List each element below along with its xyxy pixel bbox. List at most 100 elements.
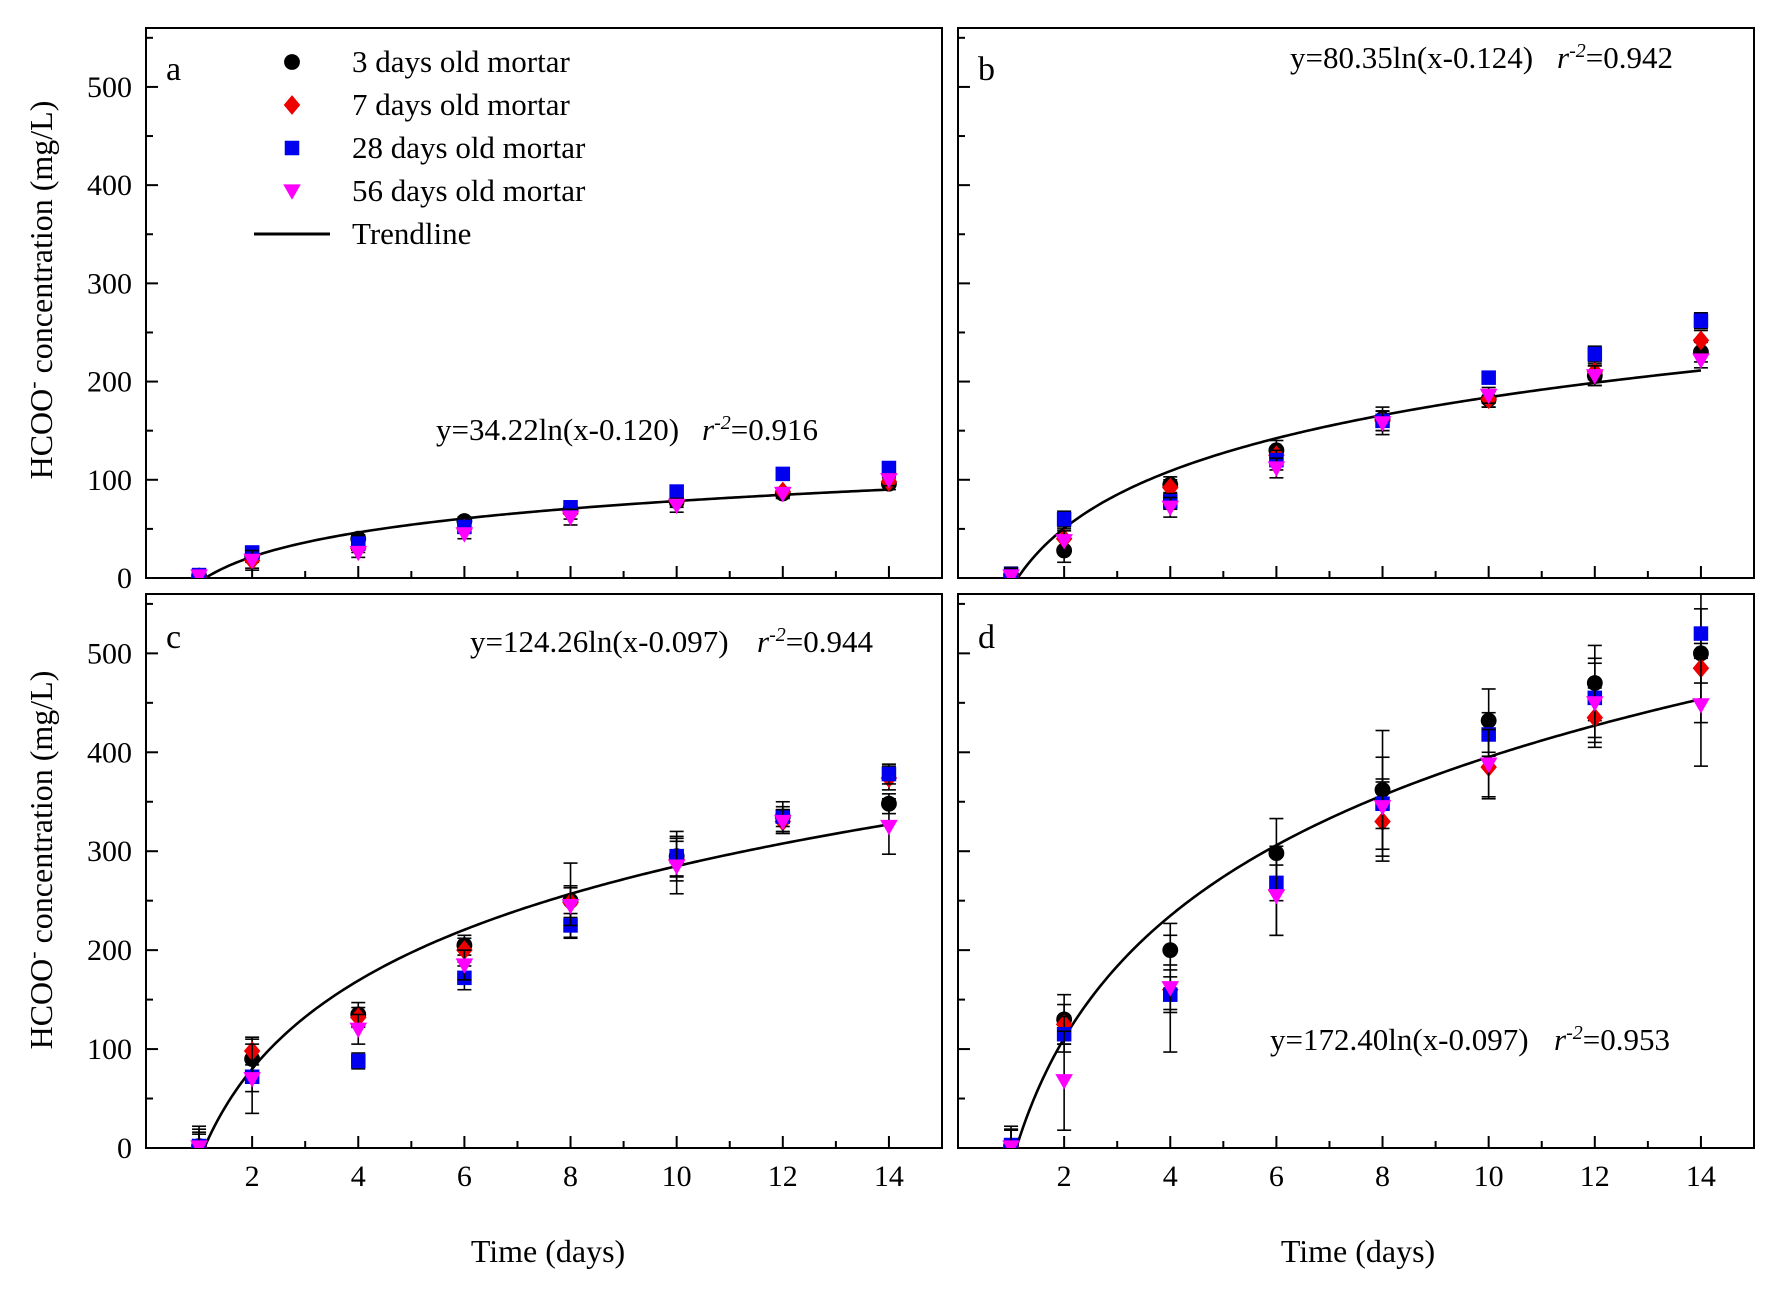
legend-label: 56 days old mortar bbox=[352, 173, 586, 208]
legend-item: 56 days old mortar bbox=[283, 173, 586, 208]
trendline bbox=[1016, 369, 1702, 578]
data-point bbox=[1161, 500, 1180, 517]
series-56-days-old-mortar bbox=[190, 797, 898, 1148]
data-point bbox=[190, 569, 208, 578]
data-point bbox=[1586, 369, 1604, 385]
x-tick-label: 10 bbox=[1474, 1160, 1504, 1193]
series-7-days-old-mortar bbox=[190, 471, 898, 578]
panel-frame bbox=[957, 593, 1755, 1149]
trendline bbox=[204, 488, 889, 578]
legend-label: 28 days old mortar bbox=[352, 130, 586, 165]
legend: 3 days old mortar 7 days old mortar 28 day… bbox=[254, 44, 586, 251]
data-point bbox=[1055, 534, 1073, 550]
data-point bbox=[1055, 1074, 1073, 1090]
plot-area bbox=[190, 763, 898, 1148]
r-squared: r-2=0.944 bbox=[757, 624, 873, 659]
series-3-days-old-mortar bbox=[1003, 594, 1709, 1148]
data-point bbox=[880, 819, 898, 836]
series-28-days-old-mortar bbox=[1003, 608, 1709, 1148]
legend-label: Trendline bbox=[352, 216, 471, 251]
panel-label: a bbox=[166, 51, 181, 88]
r-squared: r-2=0.953 bbox=[1554, 1022, 1670, 1057]
data-point bbox=[1692, 353, 1710, 369]
series-7-days-old-mortar bbox=[190, 765, 898, 1148]
data-point bbox=[1481, 370, 1496, 385]
data-point bbox=[1373, 416, 1392, 432]
x-tick-label: 6 bbox=[1269, 1160, 1284, 1193]
r-squared: r-2=0.916 bbox=[702, 412, 818, 447]
data-point bbox=[1002, 569, 1020, 578]
y-tick-label: 100 bbox=[87, 1033, 132, 1066]
y-axis-title-bottom: HCOO- concentration (mg/L) bbox=[20, 671, 60, 1050]
y-tick-label: 100 bbox=[87, 464, 132, 497]
y-tick-label: 400 bbox=[87, 169, 132, 202]
x-tick-label: 14 bbox=[1686, 1160, 1716, 1193]
data-point bbox=[1479, 757, 1498, 773]
legend-marker bbox=[283, 184, 301, 200]
series-7-days-old-mortar bbox=[1002, 652, 1710, 1148]
data-point bbox=[774, 814, 792, 831]
y-tick-label: 200 bbox=[87, 366, 132, 399]
legend-item: 7 days old mortar bbox=[283, 87, 570, 122]
data-point bbox=[1692, 330, 1710, 351]
legend-item: Trendline bbox=[254, 216, 471, 251]
data-point bbox=[1693, 626, 1709, 641]
x-tick-label: 8 bbox=[1375, 1160, 1390, 1193]
data-point bbox=[1692, 698, 1710, 714]
y-tick-label: 0 bbox=[117, 562, 132, 595]
x-tick-label: 10 bbox=[662, 1160, 692, 1193]
x-tick-label: 14 bbox=[874, 1160, 904, 1193]
y-tick-label: 200 bbox=[87, 934, 132, 967]
data-point bbox=[1267, 461, 1286, 477]
data-point bbox=[1587, 346, 1603, 362]
data-point bbox=[455, 958, 474, 974]
x-tick-label: 12 bbox=[768, 1160, 798, 1193]
series-7-days-old-mortar bbox=[1002, 329, 1710, 578]
series-28-days-old-mortar bbox=[191, 763, 897, 1148]
trendline bbox=[203, 823, 890, 1148]
data-point bbox=[1162, 477, 1179, 498]
x-tick-label: 6 bbox=[457, 1160, 472, 1193]
x-tick-label: 2 bbox=[1057, 1160, 1072, 1193]
data-point bbox=[351, 1053, 366, 1069]
r-squared: r-2=0.942 bbox=[1557, 40, 1673, 75]
legend-marker bbox=[283, 95, 301, 115]
panel-frame bbox=[145, 27, 943, 579]
panel-label: d bbox=[978, 619, 995, 656]
legend-item: 28 days old mortar bbox=[284, 130, 586, 165]
panel-b: b y=80.35ln(x-0.124) r-2=0.942 bbox=[957, 27, 1755, 579]
series-56-days-old-mortar bbox=[1002, 642, 1710, 1148]
legend-item: 3 days old mortar bbox=[284, 44, 570, 79]
trendline bbox=[1014, 697, 1702, 1148]
data-point bbox=[1693, 313, 1709, 328]
y-tick-label: 300 bbox=[87, 835, 132, 868]
x-tick-label: 4 bbox=[351, 1160, 366, 1193]
panel-label: b bbox=[978, 51, 995, 88]
data-point bbox=[349, 1022, 368, 1039]
trend-equation: y=34.22ln(x-0.120) bbox=[436, 412, 679, 447]
series-56-days-old-mortar bbox=[190, 473, 898, 578]
data-point bbox=[774, 486, 792, 503]
data-point bbox=[1267, 889, 1286, 905]
data-point bbox=[1002, 1140, 1020, 1148]
data-point bbox=[243, 553, 261, 570]
data-point bbox=[1479, 388, 1498, 405]
x-tick-label: 8 bbox=[563, 1160, 578, 1193]
data-point bbox=[1373, 800, 1392, 816]
panel-d: 2 4 6 8 10 12 14 d y=172.40ln(x-0.097) r-2=0.953 bbox=[957, 593, 1755, 1193]
data-point bbox=[880, 473, 898, 489]
plot-area bbox=[1002, 594, 1710, 1148]
trend-equation: y=80.35ln(x-0.124) bbox=[1290, 40, 1533, 75]
series-3-days-old-mortar bbox=[1003, 341, 1709, 578]
series-28-days-old-mortar bbox=[1003, 312, 1709, 578]
data-point bbox=[1586, 696, 1604, 712]
series-28-days-old-mortar bbox=[191, 460, 897, 578]
data-point bbox=[561, 510, 580, 526]
y-tick-label: 300 bbox=[87, 267, 132, 300]
panel-c: 0 100 200 300 400 500 2 4 6 8 10 12 14 c y=124.26ln(x-… bbox=[87, 593, 943, 1193]
y-tick-label: 0 bbox=[117, 1132, 132, 1165]
x-axis-title-left: Time (days) bbox=[471, 1233, 625, 1269]
data-point bbox=[243, 1072, 261, 1088]
data-point bbox=[881, 766, 897, 782]
